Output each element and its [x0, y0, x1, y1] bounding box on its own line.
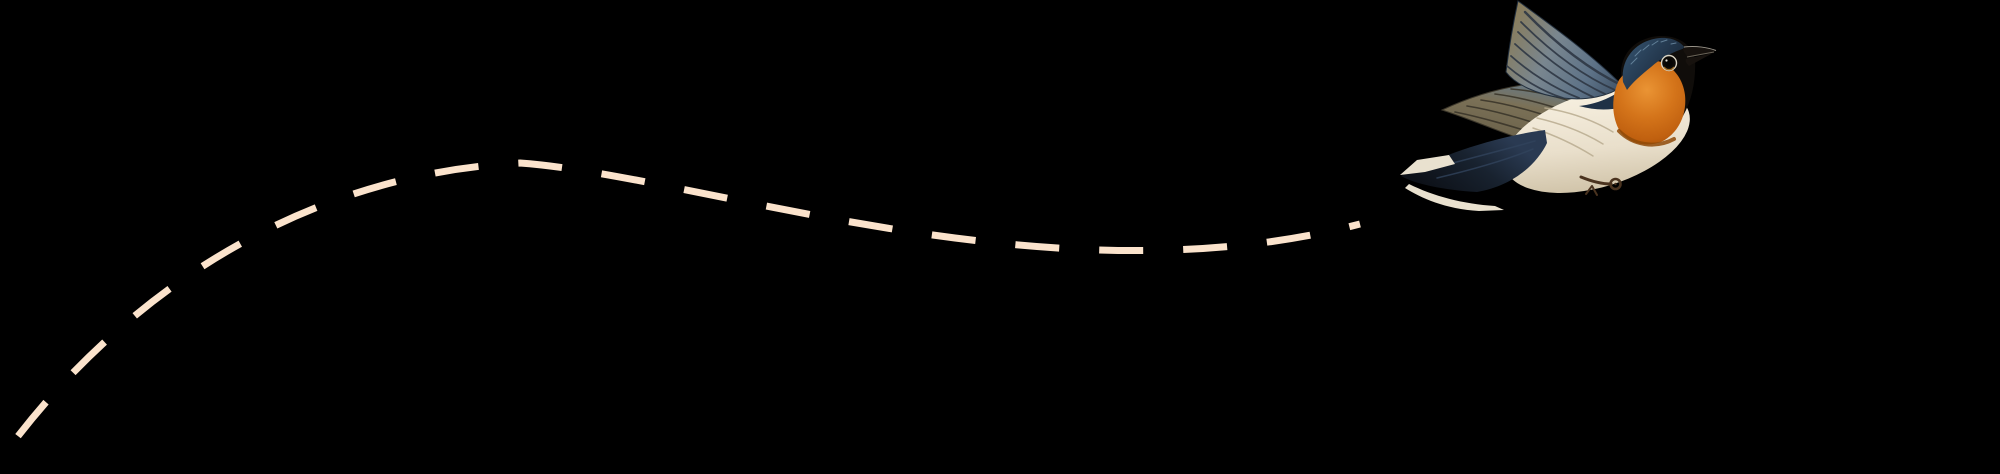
eye-iris-arc — [1663, 66, 1675, 71]
flight-path-dashed-curve — [0, 159, 1361, 467]
bird-scapular-feather-lines — [1532, 107, 1614, 157]
beak-top-highlight — [1683, 45, 1717, 51]
bird-eye — [1660, 54, 1678, 72]
bird-tail — [1400, 130, 1547, 211]
bird-raised-wing — [1505, 0, 1625, 100]
bird-beak — [1683, 45, 1717, 66]
crown-speckle-streaks — [1630, 39, 1677, 65]
beak-mouth-line — [1686, 51, 1715, 58]
tail-white-feather-tips — [1400, 155, 1504, 211]
eye-glint — [1665, 59, 1668, 62]
bird-feet — [1579, 175, 1622, 196]
bird-illustration: Flying swallow with steel-blue head, ora… — [1400, 0, 1717, 211]
raised-wing-feather-striations — [1506, 10, 1625, 99]
throat-shadow-arc — [1617, 129, 1676, 147]
bird-crown — [1622, 37, 1685, 90]
